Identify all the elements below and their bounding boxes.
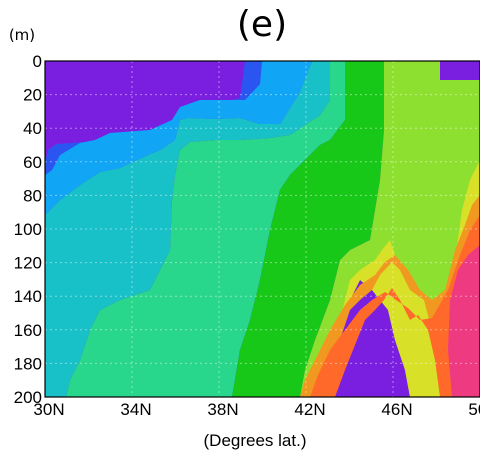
y-tick-label: 160: [14, 321, 42, 340]
x-tick-label: 34N: [120, 400, 151, 419]
band-magenta: [448, 245, 480, 397]
band-green: [232, 61, 384, 397]
y-tick-label: 60: [23, 153, 42, 172]
y-tick-label: 20: [23, 86, 42, 105]
band-azure: [45, 61, 312, 215]
y-unit-label: (m): [9, 26, 35, 44]
y-tick-label: 180: [14, 354, 42, 373]
x-tick-label: 30N: [33, 400, 64, 419]
panel-label: (e): [237, 4, 287, 45]
x-tick-label: 38N: [207, 400, 238, 419]
x-tick-label: 42N: [294, 400, 325, 419]
y-tick-label: 140: [14, 287, 42, 306]
y-tick-label: 40: [23, 119, 42, 138]
band-red-orange: [310, 215, 480, 397]
y-tick-label: 120: [14, 254, 42, 273]
x-axis-label: (Degrees lat.): [204, 431, 307, 450]
plot-frame: [44, 60, 480, 398]
y-tick-label: 200: [14, 388, 42, 407]
x-tick-label: 50N: [468, 400, 480, 419]
x-axis: 30N 34N 38N 42N 46N 50N: [33, 400, 480, 419]
grid: [45, 61, 480, 397]
y-tick-label: 80: [23, 186, 42, 205]
band-teal: [66, 61, 345, 397]
y-axis: 0 20 40 60 80 100 120 140 160 180 200: [14, 52, 42, 407]
y-tick-label: 100: [14, 220, 42, 239]
plot-area: [45, 61, 480, 397]
band-cyan: [45, 61, 330, 397]
band-yellow: [322, 160, 480, 397]
y-tick-label: 0: [33, 52, 42, 71]
x-tick-label: 46N: [381, 400, 412, 419]
